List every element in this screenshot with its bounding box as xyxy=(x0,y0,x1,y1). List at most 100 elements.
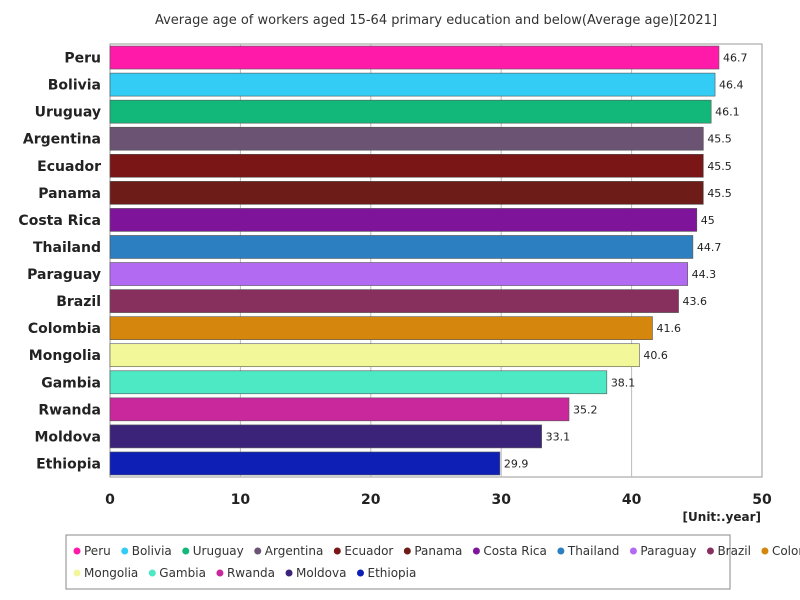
legend-item: Paraguay xyxy=(629,544,696,558)
category-label: Ecuador xyxy=(37,159,101,175)
legend-label: Mongolia xyxy=(84,566,138,580)
data-label: 40.6 xyxy=(643,349,668,362)
legend-item: Panama xyxy=(403,544,462,558)
legend-swatch xyxy=(148,569,156,577)
legend-swatch xyxy=(761,547,769,555)
unit-label: [Unit:.year] xyxy=(683,510,761,524)
legend-label: Colombia xyxy=(772,544,800,558)
legend-label: Thailand xyxy=(567,544,620,558)
category-label: Argentina xyxy=(23,132,101,148)
legend-swatch xyxy=(285,569,293,577)
legend-swatch xyxy=(356,569,364,577)
legend-box xyxy=(65,534,731,590)
legend-label: Bolivia xyxy=(132,544,172,558)
legend-label: Brazil xyxy=(717,544,751,558)
legend-item: Peru xyxy=(73,544,111,558)
legend-label: Ethiopia xyxy=(367,566,416,580)
x-axis-ticks: 0 10 20 30 40 50 xyxy=(105,492,772,508)
legend-label: Paraguay xyxy=(640,544,696,558)
legend-swatch xyxy=(629,547,637,555)
category-label: Peru xyxy=(64,51,101,67)
bar-gambia xyxy=(109,370,608,395)
legend-swatch xyxy=(73,569,81,577)
bar-ecuador xyxy=(109,153,704,178)
legend-item: Ethiopia xyxy=(356,566,416,580)
category-label: Costa Rica xyxy=(18,213,101,229)
legend-label: Moldova xyxy=(296,566,346,580)
legend-swatch xyxy=(706,547,714,555)
legend-swatch xyxy=(254,547,262,555)
category-label: Panama xyxy=(38,186,101,202)
bar-rwanda xyxy=(109,397,570,422)
chart-title: Average age of workers aged 15-64 primar… xyxy=(155,13,717,28)
legend-label: Argentina xyxy=(265,544,324,558)
bar-uruguay xyxy=(109,99,712,124)
x-tick-label: 20 xyxy=(361,492,381,508)
legend-swatch xyxy=(216,569,224,577)
bar-colombia xyxy=(109,316,653,340)
x-tick-label: 10 xyxy=(231,492,251,508)
bar-bolivia xyxy=(109,72,716,97)
data-label: 41.6 xyxy=(656,322,681,335)
bar-thailand xyxy=(109,235,694,259)
category-label: Rwanda xyxy=(38,402,101,418)
legend-item: Ecuador xyxy=(333,544,393,558)
data-label: 35.2 xyxy=(573,403,598,416)
legend-item: Costa Rica xyxy=(472,544,547,558)
bar-panama xyxy=(109,181,704,205)
bar-ethiopia xyxy=(109,451,501,476)
legend-label: Uruguay xyxy=(193,544,244,558)
legend-swatch xyxy=(73,547,81,555)
category-label: Ethiopia xyxy=(36,456,101,472)
bar-peru xyxy=(109,45,720,70)
legend: Peru Bolivia Uruguay Argentina Ecuador Panama… xyxy=(73,544,800,580)
bar-argentina xyxy=(109,126,704,151)
data-label: 45.5 xyxy=(707,133,732,146)
legend-item: Rwanda xyxy=(216,566,275,580)
bar-brazil xyxy=(109,289,679,313)
data-label: 45 xyxy=(701,214,715,227)
legend-label: Panama xyxy=(414,544,462,558)
category-label: Gambia xyxy=(41,375,101,391)
category-label: Paraguay xyxy=(27,267,101,283)
x-tick-label: 0 xyxy=(105,492,115,508)
legend-item: Brazil xyxy=(706,544,751,558)
data-label: 44.7 xyxy=(697,241,722,254)
data-label: 46.7 xyxy=(723,52,748,65)
category-label: Mongolia xyxy=(29,348,101,364)
data-label: 45.5 xyxy=(707,160,732,173)
data-label: 44.3 xyxy=(692,268,717,281)
category-label: Brazil xyxy=(56,294,101,310)
legend-label: Costa Rica xyxy=(483,544,546,558)
bar-mongolia xyxy=(109,343,640,368)
data-label: 38.1 xyxy=(611,376,636,389)
data-label: 46.1 xyxy=(715,106,740,119)
x-tick-label: 40 xyxy=(622,492,642,508)
legend-item: Uruguay xyxy=(182,544,244,558)
x-tick-label: 30 xyxy=(491,492,511,508)
category-label: Colombia xyxy=(28,321,101,337)
category-label: Bolivia xyxy=(48,78,101,94)
category-label: Moldova xyxy=(34,429,101,445)
category-label: Uruguay xyxy=(35,105,101,121)
legend-swatch xyxy=(472,547,480,555)
data-label: 45.5 xyxy=(707,187,732,200)
legend-item: Bolivia xyxy=(121,544,172,558)
data-label: 33.1 xyxy=(546,430,571,443)
legend-swatch xyxy=(557,547,565,555)
category-label: Thailand xyxy=(33,240,101,256)
legend-label: Gambia xyxy=(159,566,206,580)
legend-label: Rwanda xyxy=(227,566,275,580)
legend-label: Peru xyxy=(84,544,111,558)
data-label: 29.9 xyxy=(504,457,529,470)
legend-swatch xyxy=(182,547,190,555)
data-label: 46.4 xyxy=(719,79,744,92)
bars: 46.7 Peru 46.4 Bolivia 46.1 Uruguay 45.5 Argent… xyxy=(18,45,748,476)
bar-paraguay xyxy=(109,262,688,286)
legend-item: Mongolia xyxy=(73,566,138,580)
legend-item: Thailand xyxy=(557,544,619,558)
legend-swatch xyxy=(333,547,341,555)
legend-item: Gambia xyxy=(148,566,206,580)
legend-item: Moldova xyxy=(285,566,346,580)
